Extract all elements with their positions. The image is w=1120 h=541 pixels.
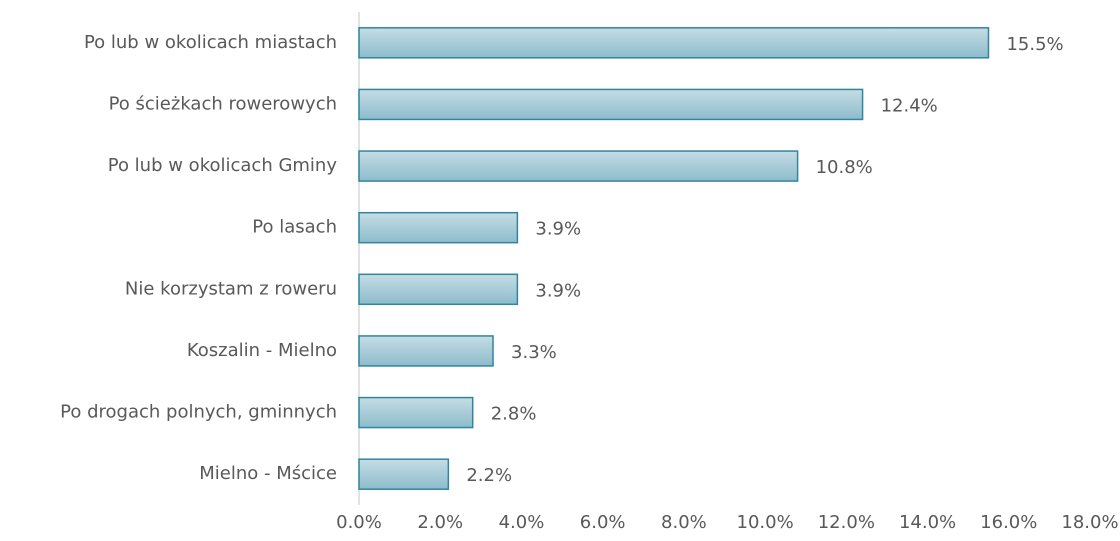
x-tick-label: 14.0% (899, 512, 956, 533)
y-tick-label: Koszalin - Mielno (187, 340, 337, 361)
x-tick-label: 18.0% (1061, 512, 1118, 533)
value-label: 10.8% (816, 157, 873, 178)
x-tick-label: 12.0% (818, 512, 875, 533)
y-tick-label: Po drogach polnych, gminnych (60, 402, 337, 423)
bar (358, 335, 494, 367)
value-label: 2.8% (491, 404, 537, 425)
x-tick-label: 4.0% (499, 512, 545, 533)
bar (358, 273, 519, 306)
x-tick-label: 8.0% (661, 512, 707, 533)
x-tick-label: 10.0% (737, 512, 794, 533)
bar (358, 150, 799, 182)
y-tick-label: Po lub w okolicach miastach (84, 32, 337, 53)
y-tick-label: Po lasach (252, 217, 337, 238)
y-tick-label: Po lub w okolicach Gminy (108, 155, 338, 176)
y-tick-label: Po ścieżkach rowerowych (109, 93, 337, 114)
value-label: 3.3% (511, 342, 557, 363)
x-tick-label: 0.0% (336, 512, 382, 533)
x-tick-label: 6.0% (580, 512, 626, 533)
bar (358, 396, 474, 429)
bar (358, 211, 519, 244)
y-tick-label: Mielno - Mścice (199, 463, 337, 484)
bar (358, 458, 450, 490)
x-tick-label: 16.0% (980, 512, 1037, 533)
value-label: 3.9% (535, 280, 581, 301)
x-tick-label: 2.0% (417, 512, 463, 533)
value-label: 3.9% (535, 219, 581, 240)
value-label: 2.2% (466, 465, 512, 486)
bar (358, 27, 990, 59)
value-label: 12.4% (881, 95, 938, 116)
bar (358, 88, 864, 121)
y-tick-label: Nie korzystam z roweru (125, 278, 337, 299)
value-label: 15.5% (1006, 34, 1063, 55)
